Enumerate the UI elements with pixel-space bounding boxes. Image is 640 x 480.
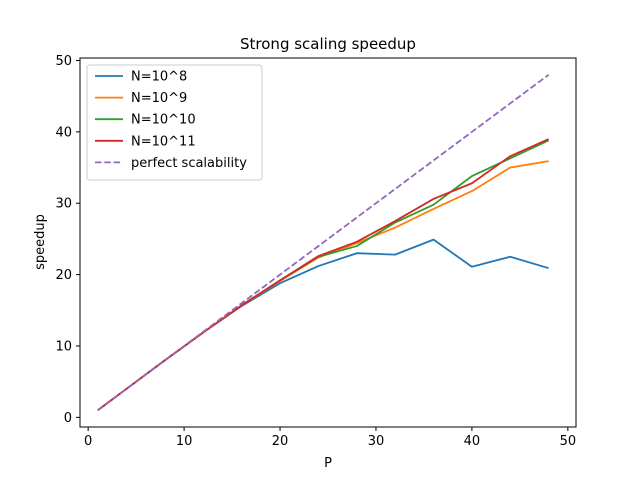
axes: 0 10 20 30 40 50 0 10 20 30 40 50	[55, 54, 577, 449]
x-tick-label-5: 50	[560, 434, 577, 449]
y-tick-label-1: 10	[55, 339, 72, 354]
y-tick-label-5: 50	[55, 54, 72, 69]
x-tick-label-0: 0	[84, 434, 92, 449]
y-tick-label-3: 30	[55, 197, 72, 212]
legend: N=10^8 N=10^9 N=10^10 N=10^11 perfect scalab…	[86, 64, 263, 181]
legend-label-0: N=10^8	[131, 70, 187, 85]
legend-label-4: perfect scalability	[131, 156, 247, 171]
x-tick-label-3: 30	[368, 434, 385, 449]
legend-label-2: N=10^10	[131, 113, 196, 128]
y-tick-label-0: 0	[64, 411, 72, 426]
axes-frame	[79, 57, 577, 428]
x-tick-label-2: 20	[272, 434, 289, 449]
y-tick-label-2: 20	[55, 268, 72, 283]
legend-label-3: N=10^11	[131, 134, 196, 149]
legend-box	[86, 64, 263, 181]
y-tick-label-4: 40	[55, 125, 72, 140]
series-line-4	[97, 74, 550, 411]
y-axis-title: speedup	[33, 214, 48, 270]
x-axis-title: P	[324, 456, 332, 471]
chart-title: Strong scaling speedup	[240, 35, 416, 53]
plot-area	[97, 74, 550, 411]
x-tick-label-1: 10	[176, 434, 193, 449]
x-tick-label-4: 40	[464, 434, 481, 449]
legend-label-1: N=10^9	[131, 91, 187, 106]
